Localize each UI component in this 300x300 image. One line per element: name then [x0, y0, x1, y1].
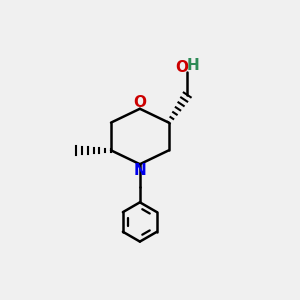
Text: H: H: [187, 58, 200, 73]
Text: N: N: [134, 163, 146, 178]
Text: O: O: [176, 60, 189, 75]
Text: O: O: [134, 95, 146, 110]
